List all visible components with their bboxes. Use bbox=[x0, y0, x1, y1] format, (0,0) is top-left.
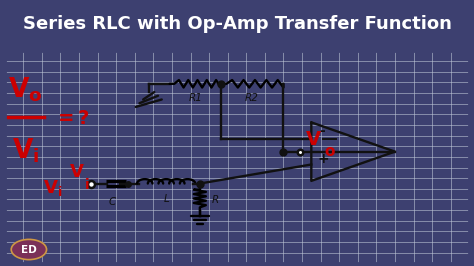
Text: C: C bbox=[109, 197, 116, 207]
Text: $\bf{V}_o$: $\bf{V}_o$ bbox=[9, 75, 43, 104]
Text: $\bf{i}$: $\bf{i}$ bbox=[84, 177, 90, 192]
Text: $\bf{o}$: $\bf{o}$ bbox=[324, 144, 336, 159]
Text: $\bf{V}_i$: $\bf{V}_i$ bbox=[44, 177, 63, 198]
Text: -: - bbox=[319, 124, 326, 138]
Text: R2: R2 bbox=[245, 93, 259, 103]
Text: $\bf{V}_i$: $\bf{V}_i$ bbox=[12, 137, 39, 165]
Text: +: + bbox=[318, 152, 329, 166]
Text: ED: ED bbox=[21, 245, 37, 255]
Text: R: R bbox=[211, 195, 219, 205]
Text: $\bf{V}$: $\bf{V}$ bbox=[305, 131, 322, 149]
Text: $\bf{V}$: $\bf{V}$ bbox=[69, 163, 85, 181]
Circle shape bbox=[11, 239, 46, 260]
Text: $\bf{= ?}$: $\bf{= ?}$ bbox=[54, 109, 90, 128]
Text: L: L bbox=[163, 194, 169, 204]
Text: Series RLC with Op-Amp Transfer Function: Series RLC with Op-Amp Transfer Function bbox=[23, 15, 451, 33]
Text: R1: R1 bbox=[188, 93, 202, 103]
